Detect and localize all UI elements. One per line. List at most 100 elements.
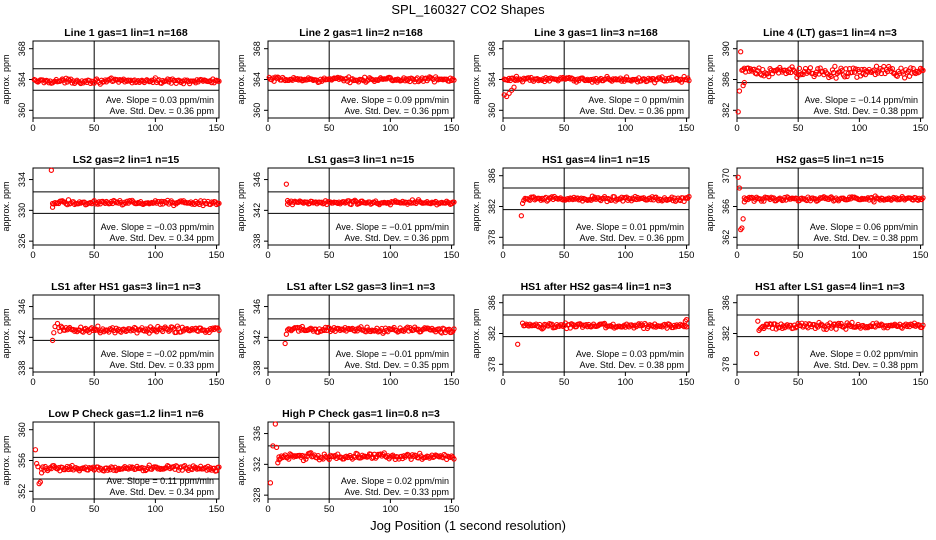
data-point [683, 316, 690, 323]
x-tick-label: 150 [209, 377, 225, 388]
data-point [920, 67, 926, 73]
x-tick-label: 150 [444, 504, 460, 515]
x-tick-label: 100 [617, 377, 633, 388]
x-tick-label: 100 [382, 504, 398, 515]
data-point [758, 72, 765, 78]
slope-annotation: Ave. Slope = 0.03 ppm/min [106, 95, 214, 105]
y-axis-label: approx. ppm [705, 181, 715, 231]
data-point [451, 199, 457, 205]
slope-annotation: Ave. Slope = −0.14 ppm/min [805, 95, 918, 105]
x-tick-label: 0 [30, 250, 35, 261]
data-point [889, 65, 896, 72]
x-tick-label: 50 [89, 377, 100, 388]
subplot-5: LS2 gas=2 lin=1 n=15 approx. ppm 0 50 100 150… [1, 154, 224, 261]
data-point [656, 75, 663, 81]
std-dev-annotation: Ave. Std. Dev. = 0.38 ppm [814, 233, 918, 243]
y-tick-label: 364 [17, 72, 27, 87]
slope-annotation: Ave. Slope = 0.03 ppm/min [576, 349, 684, 359]
data-point [65, 466, 72, 473]
y-tick-label: 378 [721, 357, 731, 372]
y-tick-label: 382 [487, 199, 497, 214]
data-point [849, 319, 855, 326]
y-tick-label: 338 [17, 361, 27, 376]
x-tick-label: 150 [679, 377, 695, 388]
data-point [920, 322, 926, 328]
x-tick-label: 100 [382, 377, 398, 388]
x-tick-label: 0 [500, 377, 505, 388]
data-point [446, 78, 452, 84]
subplot-9: LS1 after HS1 gas=3 lin=1 n=3 approx. ppm… [1, 281, 224, 388]
y-tick-label: 356 [17, 453, 27, 468]
data-point [807, 65, 814, 71]
x-tick-label: 0 [734, 123, 739, 134]
data-point [632, 193, 638, 200]
x-tick-label: 150 [679, 123, 695, 134]
data-point [828, 73, 834, 80]
data-point [920, 195, 926, 201]
data-point [450, 76, 456, 82]
y-axis-label: approx. ppm [705, 308, 715, 358]
y-axis-label: approx. ppm [1, 54, 11, 104]
data-point [793, 325, 799, 331]
std-dev-annotation: Ave. Std. Dev. = 0.35 ppm [345, 360, 449, 370]
data-point [511, 84, 517, 90]
x-tick-label: 100 [617, 123, 633, 134]
data-point [620, 323, 626, 330]
x-tick-label: 100 [147, 504, 163, 515]
data-point [58, 77, 64, 83]
data-point [282, 340, 288, 347]
subplot-4: Line 4 (LT) gas=1 lin=4 n=3 approx. ppm 0 5… [705, 27, 928, 134]
data-point [216, 200, 222, 207]
data-point [62, 80, 68, 86]
y-tick-label: 364 [487, 72, 497, 87]
y-tick-label: 382 [721, 326, 731, 341]
x-tick-label: 0 [30, 377, 35, 388]
data-point [408, 326, 414, 333]
x-tick-label: 100 [382, 123, 398, 134]
data-point [58, 323, 64, 329]
data-point [681, 198, 687, 204]
std-dev-annotation: Ave. Std. Dev. = 0.34 ppm [110, 233, 214, 243]
std-dev-annotation: Ave. Std. Dev. = 0.36 ppm [580, 106, 684, 116]
y-tick-label: 378 [487, 357, 497, 372]
data-point [283, 331, 290, 337]
data-point [871, 67, 877, 73]
slope-annotation: Ave. Slope = 0.01 ppm/min [576, 222, 684, 232]
subplot-title: LS1 after HS1 gas=3 lin=1 n=3 [51, 281, 201, 293]
std-dev-annotation: Ave. Std. Dev. = 0.38 ppm [580, 360, 684, 370]
x-tick-label: 150 [444, 250, 460, 261]
y-axis-label: approx. ppm [1, 181, 11, 231]
data-point [779, 325, 785, 331]
data-point [34, 460, 40, 467]
x-tick-label: 50 [89, 250, 100, 261]
std-dev-annotation: Ave. Std. Dev. = 0.38 ppm [814, 360, 918, 370]
data-point [451, 326, 457, 332]
data-point [299, 452, 305, 459]
data-point [753, 350, 760, 357]
std-dev-annotation: Ave. Std. Dev. = 0.33 ppm [345, 487, 449, 497]
data-point [789, 64, 795, 70]
y-tick-label: 362 [721, 230, 731, 245]
y-tick-label: 368 [252, 41, 262, 56]
subplot-title: HS1 after LS1 gas=4 lin=1 n=3 [755, 281, 905, 293]
slope-annotation: Ave. Slope = −0.02 ppm/min [101, 349, 214, 359]
x-tick-label: 50 [559, 250, 570, 261]
y-tick-label: 370 [721, 168, 731, 183]
std-dev-annotation: Ave. Std. Dev. = 0.36 ppm [345, 106, 449, 116]
subplot-title: Line 2 gas=1 lin=2 n=168 [299, 27, 423, 39]
x-tick-label: 50 [793, 377, 804, 388]
data-point [302, 453, 308, 459]
subplot-title: Line 1 gas=1 lin=1 n=168 [64, 27, 188, 39]
data-point [35, 464, 41, 470]
std-dev-annotation: Ave. Std. Dev. = 0.38 ppm [814, 106, 918, 116]
y-tick-label: 386 [721, 72, 731, 87]
data-point [46, 466, 52, 472]
std-dev-annotation: Ave. Std. Dev. = 0.36 ppm [580, 233, 684, 243]
subplot-7: HS1 gas=4 lin=1 n=15 approx. ppm 0 50 100 150… [471, 154, 694, 261]
data-point [95, 323, 101, 329]
y-tick-label: 346 [252, 172, 262, 187]
data-point [316, 79, 323, 85]
data-point [134, 330, 140, 336]
subplot-title: Low P Check gas=1.2 lin=1 n=6 [48, 408, 203, 420]
data-point [745, 65, 751, 71]
